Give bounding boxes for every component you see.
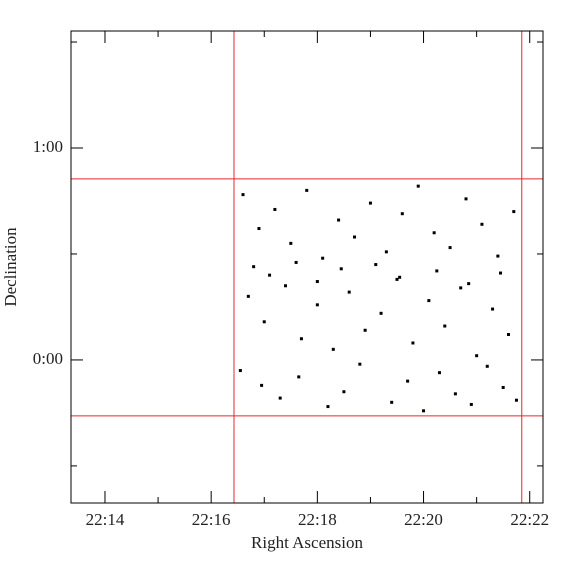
source-point — [257, 227, 261, 231]
source-point — [435, 269, 439, 273]
source-point — [273, 207, 277, 211]
x-tick-label: 22:16 — [192, 510, 231, 529]
source-point — [262, 320, 266, 324]
source-point — [501, 385, 505, 389]
source-point — [305, 188, 309, 192]
source-point — [475, 354, 479, 358]
x-tick-label: 22:22 — [510, 510, 549, 529]
source-point — [358, 362, 362, 366]
source-point — [278, 396, 282, 400]
source-point — [339, 267, 343, 271]
source-point — [437, 371, 441, 375]
source-point — [469, 402, 473, 406]
source-point — [499, 271, 503, 275]
source-point — [416, 184, 420, 188]
source-point — [443, 324, 447, 328]
source-point — [384, 250, 388, 254]
y-tick-label: 0:00 — [33, 349, 63, 368]
source-point — [395, 277, 399, 281]
x-tick-label: 22:14 — [86, 510, 125, 529]
source-point — [331, 347, 335, 351]
source-point — [315, 303, 319, 307]
source-point — [246, 294, 250, 298]
source-point — [514, 398, 518, 402]
source-point — [398, 275, 402, 279]
source-point — [368, 201, 372, 205]
source-point — [260, 383, 264, 387]
source-point — [241, 193, 245, 197]
source-point — [390, 400, 394, 404]
source-point — [299, 337, 303, 341]
source-point — [512, 210, 516, 214]
source-point — [406, 379, 410, 383]
source-point — [342, 390, 346, 394]
source-point — [427, 299, 431, 303]
source-point — [374, 263, 378, 267]
source-point — [491, 307, 495, 311]
source-point — [268, 273, 272, 277]
source-point — [347, 290, 351, 294]
source-point — [294, 260, 298, 264]
source-point — [448, 246, 452, 250]
source-point — [363, 328, 367, 332]
source-point — [379, 311, 383, 315]
source-point — [422, 409, 426, 413]
source-point — [432, 231, 436, 235]
source-point — [289, 241, 293, 245]
source-point — [326, 405, 330, 409]
y-tick-label: 1:00 — [33, 137, 63, 156]
source-point — [496, 254, 500, 258]
x-tick-label: 22:18 — [298, 510, 337, 529]
source-point — [400, 212, 404, 216]
source-point — [485, 364, 489, 368]
plot-frame — [70, 30, 544, 504]
y-axis-label: Declination — [1, 227, 20, 307]
source-point — [297, 375, 301, 379]
source-point — [252, 265, 256, 269]
source-point — [506, 333, 510, 337]
source-point — [238, 369, 242, 373]
source-point — [283, 284, 287, 288]
source-point — [467, 282, 471, 286]
source-point — [353, 235, 357, 239]
source-point — [464, 197, 468, 201]
source-point — [453, 392, 457, 396]
x-tick-label: 22:20 — [404, 510, 443, 529]
source-point — [480, 222, 484, 226]
source-point — [411, 341, 415, 345]
source-point — [337, 218, 341, 222]
source-point — [315, 280, 319, 284]
source-point — [321, 256, 325, 260]
source-point — [459, 286, 463, 290]
x-axis-label: Right Ascension — [251, 533, 363, 552]
